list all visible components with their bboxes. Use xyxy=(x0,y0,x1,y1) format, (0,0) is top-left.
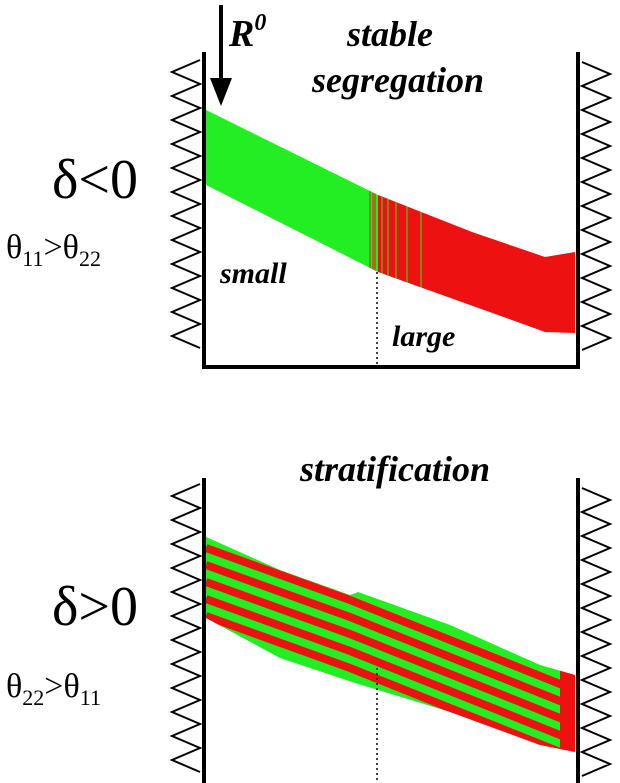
bottom-pile xyxy=(206,537,575,752)
left-wall-hatch-bottom xyxy=(169,483,203,773)
top-pile xyxy=(206,110,575,333)
right-wall-hatch-bottom xyxy=(579,487,613,777)
theta-condition-top: θ11>θ22 xyxy=(6,229,101,271)
right-red-column xyxy=(560,660,575,752)
small-grain-region xyxy=(206,110,380,333)
r0-arrow xyxy=(210,5,232,106)
red-stripes xyxy=(206,544,575,752)
theta-condition-bottom: θ22>θ11 xyxy=(6,668,101,710)
mixing-zone xyxy=(369,180,376,280)
bottom-title: stratification xyxy=(299,449,490,489)
large-grain-region xyxy=(378,110,575,333)
small-label: small xyxy=(219,257,287,290)
container-top xyxy=(202,52,580,369)
top-title-line2: segregation xyxy=(311,60,484,100)
mixing-zone-green xyxy=(381,190,422,295)
r0-label: R0 xyxy=(228,10,266,55)
delta-condition-top: δ<0 xyxy=(52,149,138,211)
left-wall-hatch-top xyxy=(169,59,203,349)
delta-condition-bottom: δ>0 xyxy=(52,576,138,638)
top-title-line1: stable xyxy=(346,14,433,54)
large-label: large xyxy=(392,320,455,353)
bottom-panel xyxy=(169,478,613,783)
right-wall-hatch-top xyxy=(579,61,613,351)
